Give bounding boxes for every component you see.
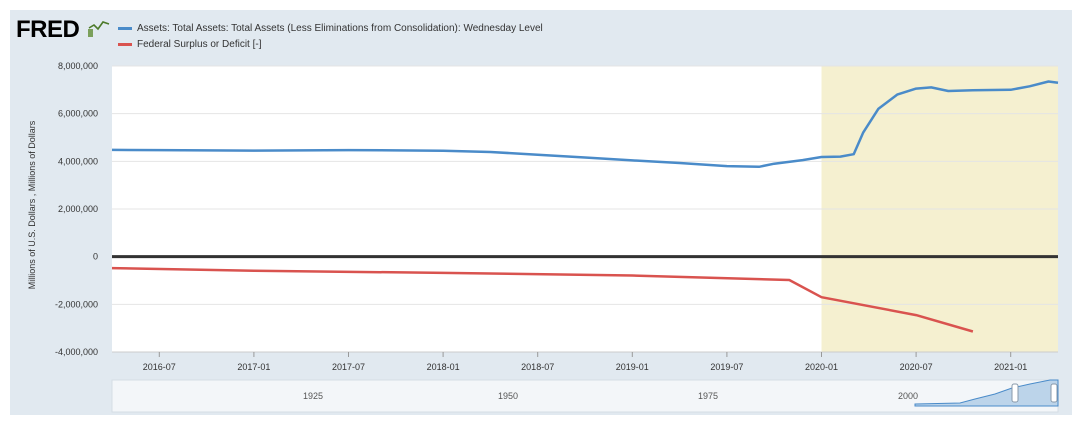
navigator-year-label: 1975: [698, 391, 718, 401]
chart-legend: Assets: Total Assets: Total Assets (Less…: [118, 20, 543, 52]
x-tick-label: 2017-07: [332, 362, 365, 372]
x-tick-label: 2021-01: [994, 362, 1027, 372]
series-line-federal-deficit: [111, 266, 974, 333]
y-tick-label: 2,000,000: [58, 204, 98, 214]
x-tick-label: 2016-07: [143, 362, 176, 372]
y-tick-label: 6,000,000: [58, 109, 98, 119]
x-tick-label: 2018-07: [521, 362, 554, 372]
legend-swatch-federal-deficit: [118, 42, 132, 46]
x-tick-label: 2020-07: [900, 362, 933, 372]
legend-swatch-total-assets: [118, 26, 132, 30]
y-tick-label: 4,000,000: [58, 156, 98, 166]
x-tick-label: 2019-01: [616, 362, 649, 372]
legend-label-total-assets: Assets: Total Assets: Total Assets (Less…: [137, 22, 543, 34]
navigator-track: [111, 379, 1059, 413]
y-tick-label: 8,000,000: [58, 61, 98, 71]
x-tick-label: 2017-01: [237, 362, 270, 372]
fred-logo-chart-icon: [88, 21, 110, 37]
y-tick-label: -4,000,000: [55, 347, 98, 357]
navigator-handle-left[interactable]: [1011, 383, 1019, 403]
x-tick-label: 2020-01: [805, 362, 838, 372]
series-line-total-assets: [111, 80, 1059, 169]
fred-logo[interactable]: FRED: [16, 16, 80, 43]
y-tick-label: 0: [93, 252, 98, 262]
legend-item-total-assets[interactable]: Assets: Total Assets: Total Assets (Less…: [118, 20, 543, 36]
navigator-year-label: 2000: [898, 391, 918, 401]
legend-item-federal-deficit[interactable]: Federal Surplus or Deficit [-]: [118, 36, 543, 52]
x-tick-label: 2019-07: [710, 362, 743, 372]
y-tick-label: -2,000,000: [55, 299, 98, 309]
x-tick-label: 2018-01: [427, 362, 460, 372]
navigator-handle-right[interactable]: [1050, 383, 1058, 403]
navigator-mini-series: [914, 379, 1059, 407]
legend-label-federal-deficit: Federal Surplus or Deficit [-]: [137, 38, 262, 50]
navigator-year-label: 1950: [498, 391, 518, 401]
navigator-year-label: 1925: [303, 391, 323, 401]
